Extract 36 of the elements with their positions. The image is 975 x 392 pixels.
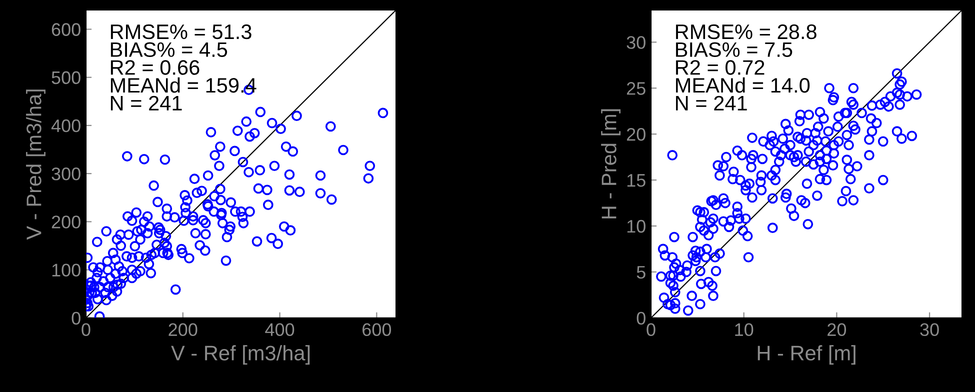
y-axis-title: V - Pred [m3/ha] bbox=[26, 90, 46, 240]
x-tick-label: 20 bbox=[828, 323, 846, 336]
y-tick-label: 100 bbox=[52, 264, 80, 277]
y-tick-label: 5 bbox=[636, 266, 646, 279]
x-tick-label: 30 bbox=[920, 323, 939, 336]
annotation: MEANd = 14.0 bbox=[676, 77, 810, 93]
annotation: N = 241 bbox=[676, 96, 747, 110]
x-tick-label: 0 bbox=[646, 323, 656, 336]
x-tick-label: 600 bbox=[362, 323, 392, 336]
y-tick-label: 15 bbox=[627, 174, 646, 187]
y-tick-label: 0 bbox=[636, 312, 646, 325]
annotation: R2 = 0.66 bbox=[110, 60, 200, 75]
y-tick-label: 0 bbox=[72, 312, 80, 325]
y-tick-label: 300 bbox=[52, 168, 80, 180]
annotation: R2 = 0.72 bbox=[676, 60, 764, 75]
annotation: BIAS% = 4.5 bbox=[110, 42, 228, 58]
annotation: MEANd = 159.4 bbox=[110, 77, 256, 93]
y-tick-label: 30 bbox=[626, 36, 646, 49]
x-tick-label: 10 bbox=[735, 323, 754, 336]
y-axis-title: H - Pred [m] bbox=[601, 109, 621, 218]
y-tick-label: 500 bbox=[52, 71, 80, 84]
x-tick-label: 200 bbox=[168, 323, 198, 336]
y-tick-label: 25 bbox=[626, 82, 646, 95]
y-tick-label: 600 bbox=[52, 23, 80, 36]
x-tick-label: 0 bbox=[82, 323, 90, 336]
y-tick-label: 400 bbox=[51, 119, 80, 132]
annotation: RMSE% = 51.3 bbox=[110, 24, 252, 40]
annotation: N = 241 bbox=[110, 96, 182, 110]
y-tick-label: 20 bbox=[626, 128, 646, 141]
x-tick-label: 400 bbox=[265, 323, 294, 336]
annotation: RMSE% = 28.8 bbox=[676, 24, 816, 40]
annotation: BIAS% = 7.5 bbox=[676, 42, 792, 58]
x-axis-title: V - Ref [m3/ha] bbox=[171, 345, 310, 365]
y-tick-label: 200 bbox=[52, 216, 80, 228]
y-tick-label: 10 bbox=[627, 220, 646, 233]
x-axis-title: H - Ref [m] bbox=[758, 345, 856, 365]
